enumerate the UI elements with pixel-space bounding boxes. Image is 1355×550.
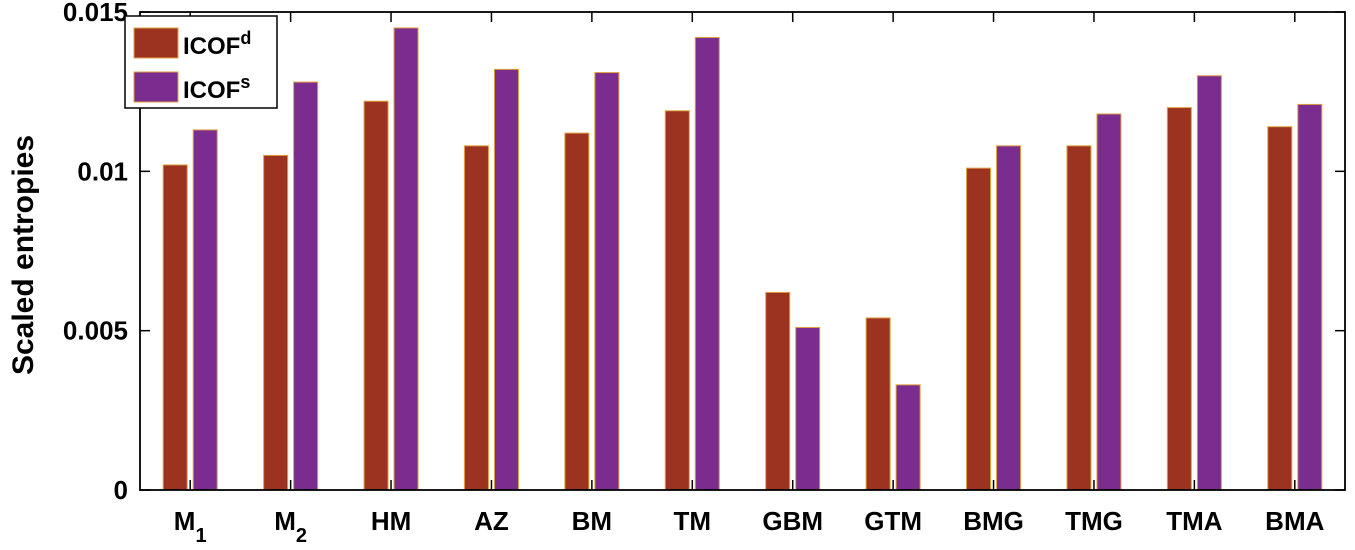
x-tick-label: GBM [762, 506, 823, 536]
bar-icofd-tma [1166, 107, 1192, 491]
bars-layer [162, 27, 1323, 491]
bar-icofs-hm [393, 27, 419, 491]
y-tick-label: 0.005 [63, 316, 128, 346]
bar-icofs-bmg [996, 145, 1022, 491]
bar-icofd-gtm [865, 317, 891, 491]
y-tick-label: 0 [114, 475, 128, 505]
axes-layer [139, 11, 1346, 491]
plot-frame [139, 11, 1346, 491]
bar-icofd-az [463, 145, 489, 491]
bar-icofd-hm [363, 100, 389, 491]
bar-icofd-gbm [765, 291, 791, 491]
x-tick-label: M1 [174, 506, 207, 547]
bar-icofs-bm [594, 72, 620, 491]
bar-icofd-tm [664, 110, 690, 491]
bar-icofd-tmg [1066, 145, 1092, 491]
bar-icofs-tma [1196, 75, 1222, 491]
x-tick-label: HM [371, 506, 411, 536]
legend-swatch-icofd [133, 27, 179, 59]
bar-icofs-gbm [795, 326, 821, 491]
x-ticks-layer: M1 M2 HM AZ BM TM GBM GTM BMG TMG TMA BMA [174, 12, 1325, 547]
bar-icofs-bma [1297, 103, 1323, 491]
legend-swatch-icofs [133, 71, 179, 103]
bar-icofd-m1 [162, 164, 188, 491]
bar-icofs-tmg [1096, 113, 1122, 491]
bar-icofs-m1 [192, 129, 218, 491]
bar-icofs-tm [694, 36, 720, 491]
bar-icofs-m2 [293, 81, 319, 491]
x-tick-label: TMA [1166, 506, 1223, 536]
x-tick-label: GTM [864, 506, 922, 536]
bar-icofd-bm [564, 132, 590, 491]
legend: ICOFd ICOFs [124, 15, 278, 109]
x-tick-label: TMG [1065, 506, 1123, 536]
x-tick-label: TM [674, 506, 712, 536]
y-tick-label: 0.015 [63, 0, 128, 27]
bar-icofd-bma [1267, 126, 1293, 491]
bar-icofd-bmg [966, 167, 992, 491]
bar-icofd-m2 [263, 154, 289, 491]
x-tick-label: BMA [1265, 506, 1324, 536]
bar-icofs-az [493, 68, 519, 491]
y-axis-label: Scaled entropies [7, 135, 40, 375]
x-tick-label: M2 [274, 506, 307, 547]
x-tick-label: BM [572, 506, 612, 536]
legend-label-icofd: ICOFd [183, 28, 251, 60]
x-tick-label: AZ [474, 506, 509, 536]
x-tick-label: BMG [963, 506, 1024, 536]
legend-label-icofs: ICOFs [183, 72, 250, 104]
y-tick-label: 0.01 [77, 156, 128, 186]
y-ticks-layer: 0 0.005 0.01 0.015 [63, 0, 1345, 505]
bar-icofs-gtm [895, 384, 921, 491]
